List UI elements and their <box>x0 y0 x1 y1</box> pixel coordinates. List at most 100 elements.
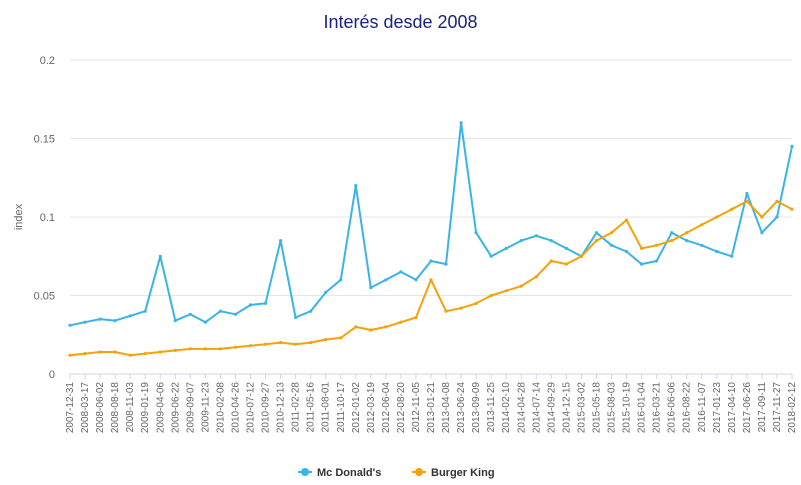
data-point <box>519 284 523 288</box>
data-point <box>248 344 253 348</box>
data-point <box>68 353 72 357</box>
data-point <box>670 239 674 243</box>
x-tick-label: 2014-02-10 <box>501 382 512 434</box>
data-point <box>609 231 614 235</box>
data-point <box>534 275 538 279</box>
x-tick-label: 2016-11-07 <box>697 382 708 433</box>
data-point <box>188 312 192 316</box>
data-point <box>745 191 749 196</box>
data-point <box>399 270 403 274</box>
x-tick-label: 2016-06-06 <box>667 382 678 434</box>
data-point <box>128 314 132 318</box>
x-tick-label: 2014-04-28 <box>516 382 527 434</box>
x-tick-label: 2015-08-03 <box>607 382 618 434</box>
x-tick-label: 2013-09-09 <box>471 382 482 434</box>
data-point <box>685 231 689 235</box>
data-point <box>429 278 433 282</box>
y-tick-label: 0.2 <box>40 55 55 67</box>
data-point <box>83 320 87 324</box>
data-point <box>68 323 72 327</box>
x-tick-label: 2008-11-03 <box>125 382 136 433</box>
data-point <box>760 231 764 235</box>
x-tick-label: 2012-06-04 <box>381 382 392 434</box>
x-tick-label: 2009-11-23 <box>200 382 211 433</box>
legend-label: Burger King <box>431 467 495 479</box>
data-point <box>173 319 177 323</box>
x-tick-label: 2012-11-05 <box>411 382 422 433</box>
data-point <box>369 286 373 290</box>
data-point <box>294 342 298 346</box>
data-point <box>324 337 328 342</box>
x-tick-label: 2012-01-02 <box>351 382 362 434</box>
data-point <box>309 341 313 345</box>
data-point <box>564 262 569 266</box>
y-tick-label: 0.1 <box>40 212 55 224</box>
x-tick-label: 2008-08-18 <box>110 382 121 434</box>
data-point <box>384 278 388 282</box>
x-tick-label: 2014-12-15 <box>561 382 572 434</box>
data-point <box>354 184 358 188</box>
y-axis-label: index <box>13 203 25 230</box>
data-point <box>775 215 779 219</box>
data-point <box>655 243 659 247</box>
data-point <box>730 207 734 211</box>
data-point <box>384 325 388 329</box>
data-point <box>339 278 343 282</box>
data-point <box>444 309 448 313</box>
data-point <box>83 352 87 356</box>
data-point <box>248 303 253 307</box>
data-point <box>594 239 599 243</box>
x-tick-label: 2016-08-22 <box>682 382 693 434</box>
data-point <box>519 239 523 243</box>
y-tick-label: 0 <box>49 369 55 381</box>
data-point <box>775 199 779 203</box>
data-point <box>624 218 629 222</box>
data-point <box>655 259 659 263</box>
data-point <box>158 254 162 258</box>
legend-item[interactable]: Burger King <box>412 467 495 479</box>
series-group <box>68 121 794 357</box>
data-point <box>790 207 794 211</box>
x-axis-ticks: 2007-12-31 2008-03-17 2008-06-02 2008-08-18… <box>65 374 798 433</box>
data-point <box>203 320 207 324</box>
x-tick-label: 2011-10-17 <box>336 382 347 433</box>
x-tick-label: 2012-03-19 <box>366 382 377 434</box>
data-point <box>233 312 238 316</box>
data-point <box>309 309 313 313</box>
legend-item[interactable]: Mc Donald's <box>298 467 381 479</box>
x-tick-label: 2015-05-18 <box>591 382 602 434</box>
x-tick-label: 2017-04-10 <box>727 382 738 434</box>
x-tick-label: 2010-07-12 <box>246 382 257 434</box>
data-point <box>354 325 358 329</box>
data-point <box>324 290 328 294</box>
data-point <box>128 353 132 357</box>
gridlines <box>70 59 792 296</box>
x-tick-label: 2009-06-22 <box>170 382 181 434</box>
x-tick-label: 2017-01-23 <box>712 382 723 434</box>
x-tick-label: 2014-07-14 <box>531 382 542 434</box>
x-tick-label: 2011-08-01 <box>321 382 332 433</box>
x-tick-label: 2015-10-19 <box>622 382 633 434</box>
data-point <box>444 262 448 266</box>
x-tick-label: 2008-06-02 <box>95 382 106 434</box>
x-tick-label: 2018-02-12 <box>787 382 798 434</box>
data-point <box>339 336 343 340</box>
data-point <box>474 231 478 235</box>
data-point <box>624 249 629 254</box>
data-point <box>414 278 418 282</box>
data-point <box>715 249 719 254</box>
x-tick-label: 2017-06-26 <box>742 382 753 434</box>
data-point <box>730 254 734 258</box>
x-tick-label: 2008-03-17 <box>80 382 91 434</box>
legend[interactable]: Mc Donald's Burger King <box>298 467 495 479</box>
data-point <box>263 301 268 305</box>
data-point <box>549 259 553 263</box>
x-tick-label: 2017-09-11 <box>757 382 768 433</box>
data-point <box>459 121 463 125</box>
x-tick-label: 2014-09-29 <box>546 382 557 434</box>
data-point <box>113 350 117 354</box>
data-point <box>534 234 538 238</box>
x-tick-label: 2017-11-27 <box>772 382 783 433</box>
data-point <box>218 347 222 351</box>
x-tick-label: 2010-04-26 <box>230 382 241 434</box>
